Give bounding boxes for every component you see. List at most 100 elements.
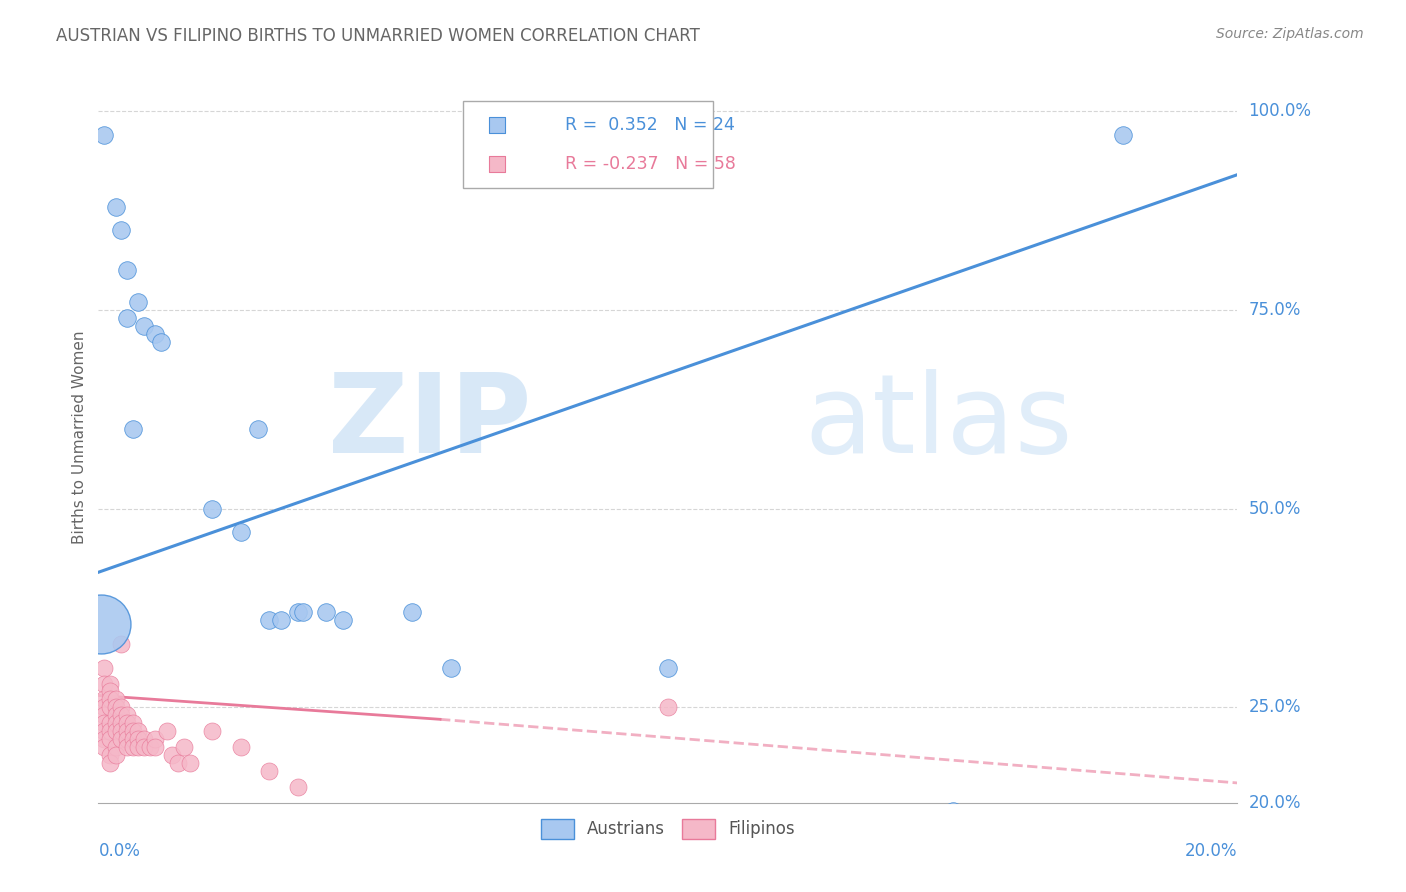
Text: 50.0%: 50.0% [1249,500,1301,517]
Point [93,732,115,747]
Point [93,660,115,674]
Point [440,660,463,674]
Point [132,318,155,333]
Point [98,684,121,698]
Text: 100.0%: 100.0% [1249,102,1312,120]
Point [229,740,252,755]
Point [93,676,115,690]
Point [115,740,138,755]
Legend: Austrians, Filipinos: Austrians, Filipinos [534,812,801,846]
Text: 20.0%: 20.0% [1249,794,1301,812]
Point [93,700,115,714]
Point [229,525,252,540]
Point [270,613,292,627]
Text: 25.0%: 25.0% [1249,698,1301,716]
Point [150,334,173,349]
Point [127,294,149,309]
Point [145,732,167,747]
Point [104,200,127,214]
Point [110,716,132,731]
Point [93,692,115,706]
Point [162,748,184,763]
Point [115,716,138,731]
Text: Source: ZipAtlas.com: Source: ZipAtlas.com [1216,27,1364,41]
Point [127,732,149,747]
Point [104,692,127,706]
Point [287,780,309,794]
Point [104,700,127,714]
Point [98,748,121,763]
Point [259,764,281,778]
Point [145,740,167,755]
Point [110,708,132,723]
Point [201,501,224,516]
Point [104,708,127,723]
Point [942,804,965,818]
Point [259,613,281,627]
Point [115,724,138,739]
Point [104,748,127,763]
Point [98,732,121,747]
Point [93,708,115,723]
Text: 0.0%: 0.0% [98,842,141,860]
Point [657,700,679,714]
Point [121,732,143,747]
Point [110,637,132,651]
Point [93,724,115,739]
Point [121,740,143,755]
Point [121,724,143,739]
Point [98,756,121,770]
Point [132,732,155,747]
Point [486,118,509,132]
Point [179,756,201,770]
Point [121,422,143,436]
Text: 75.0%: 75.0% [1249,301,1301,318]
Point [132,740,155,755]
Point [145,326,167,341]
Text: ZIP: ZIP [328,369,531,476]
Point [246,422,269,436]
Point [401,605,423,619]
Point [287,605,309,619]
Point [115,310,138,325]
Text: AUSTRIAN VS FILIPINO BIRTHS TO UNMARRIED WOMEN CORRELATION CHART: AUSTRIAN VS FILIPINO BIRTHS TO UNMARRIED… [56,27,700,45]
Point [127,740,149,755]
Point [127,724,149,739]
Point [98,676,121,690]
Text: 20.0%: 20.0% [1185,842,1237,860]
Point [121,716,143,731]
Text: atlas: atlas [804,369,1073,476]
Point [104,724,127,739]
Point [98,724,121,739]
Point [98,716,121,731]
Point [201,724,224,739]
Point [156,724,179,739]
Point [110,700,132,714]
Point [167,756,190,770]
Point [98,692,121,706]
Point [93,128,115,142]
FancyBboxPatch shape [463,101,713,188]
Point [115,263,138,277]
Point [110,724,132,739]
Point [110,732,132,747]
Point [98,700,121,714]
Text: R = -0.237   N = 58: R = -0.237 N = 58 [565,155,737,173]
Point [90,616,112,631]
Point [173,740,195,755]
Point [657,660,679,674]
Point [110,223,132,237]
Point [104,740,127,755]
Point [315,605,337,619]
Point [104,716,127,731]
Point [93,716,115,731]
Point [486,157,509,171]
Point [1112,128,1135,142]
Point [115,732,138,747]
Y-axis label: Births to Unmarried Women: Births to Unmarried Women [72,330,87,544]
Point [138,740,160,755]
Text: R =  0.352   N = 24: R = 0.352 N = 24 [565,116,735,134]
Point [115,708,138,723]
Point [332,613,354,627]
Point [292,605,315,619]
